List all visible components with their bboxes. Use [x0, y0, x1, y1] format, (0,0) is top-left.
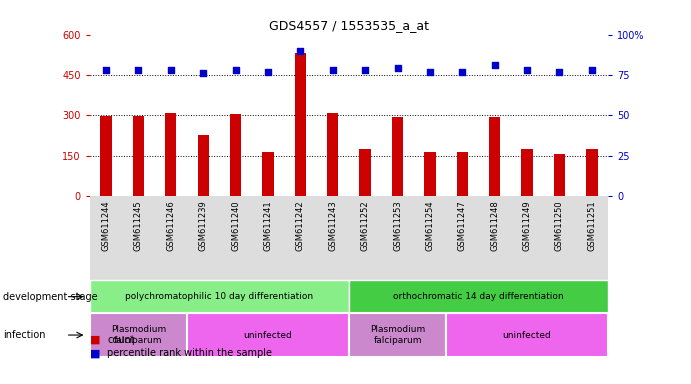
Point: [263, 69, 274, 75]
Bar: [187, 313, 349, 357]
Text: GSM611252: GSM611252: [361, 200, 370, 251]
Text: GSM611241: GSM611241: [263, 200, 272, 251]
Bar: [327, 113, 339, 196]
Point: [133, 67, 144, 73]
Bar: [586, 149, 598, 196]
Text: development stage: development stage: [3, 291, 98, 302]
Text: Plasmodium
falciparum: Plasmodium falciparum: [111, 325, 166, 345]
Text: GSM611248: GSM611248: [490, 200, 499, 251]
Point: [328, 67, 339, 73]
Text: uninfected: uninfected: [503, 331, 551, 339]
Bar: [165, 113, 176, 196]
Bar: [457, 152, 468, 196]
Text: uninfected: uninfected: [244, 331, 292, 339]
Text: percentile rank within the sample: percentile rank within the sample: [107, 348, 272, 358]
Text: ■: ■: [90, 348, 100, 358]
Title: GDS4557 / 1553535_a_at: GDS4557 / 1553535_a_at: [269, 19, 429, 32]
Text: GSM611245: GSM611245: [134, 200, 143, 251]
Text: GSM611242: GSM611242: [296, 200, 305, 251]
Bar: [90, 280, 349, 313]
Bar: [100, 116, 112, 196]
Text: GSM611254: GSM611254: [426, 200, 435, 251]
Point: [489, 62, 500, 68]
Bar: [489, 118, 500, 196]
Point: [522, 67, 533, 73]
Text: GSM611251: GSM611251: [587, 200, 596, 251]
Bar: [133, 116, 144, 196]
Point: [100, 67, 111, 73]
Point: [295, 48, 306, 54]
Bar: [424, 152, 435, 196]
Text: GSM611246: GSM611246: [167, 200, 176, 251]
Text: count: count: [107, 335, 135, 345]
Bar: [553, 154, 565, 196]
Text: ■: ■: [90, 335, 100, 345]
Point: [457, 69, 468, 75]
Text: GSM611249: GSM611249: [522, 200, 531, 251]
Point: [392, 65, 403, 71]
Text: polychromatophilic 10 day differentiation: polychromatophilic 10 day differentiatio…: [125, 292, 314, 301]
Bar: [90, 313, 187, 357]
Text: Plasmodium
falciparum: Plasmodium falciparum: [370, 325, 425, 345]
Point: [165, 67, 176, 73]
Point: [359, 67, 370, 73]
Bar: [230, 114, 241, 196]
Bar: [359, 149, 371, 196]
Point: [424, 69, 435, 75]
Bar: [522, 149, 533, 196]
Point: [554, 69, 565, 75]
Bar: [446, 313, 608, 357]
Text: GSM611239: GSM611239: [199, 200, 208, 251]
Bar: [349, 313, 446, 357]
Text: GSM611243: GSM611243: [328, 200, 337, 251]
Text: GSM611247: GSM611247: [458, 200, 467, 251]
Text: GSM611250: GSM611250: [555, 200, 564, 251]
Bar: [392, 118, 404, 196]
Point: [198, 70, 209, 76]
Bar: [263, 152, 274, 196]
Text: orthochromatic 14 day differentiation: orthochromatic 14 day differentiation: [393, 292, 564, 301]
Text: GSM611244: GSM611244: [102, 200, 111, 251]
Text: infection: infection: [3, 330, 46, 340]
Point: [230, 67, 241, 73]
Bar: [294, 53, 306, 196]
Bar: [198, 134, 209, 196]
Text: GSM611240: GSM611240: [231, 200, 240, 251]
Text: GSM611253: GSM611253: [393, 200, 402, 251]
Point: [587, 67, 598, 73]
Bar: [349, 280, 608, 313]
